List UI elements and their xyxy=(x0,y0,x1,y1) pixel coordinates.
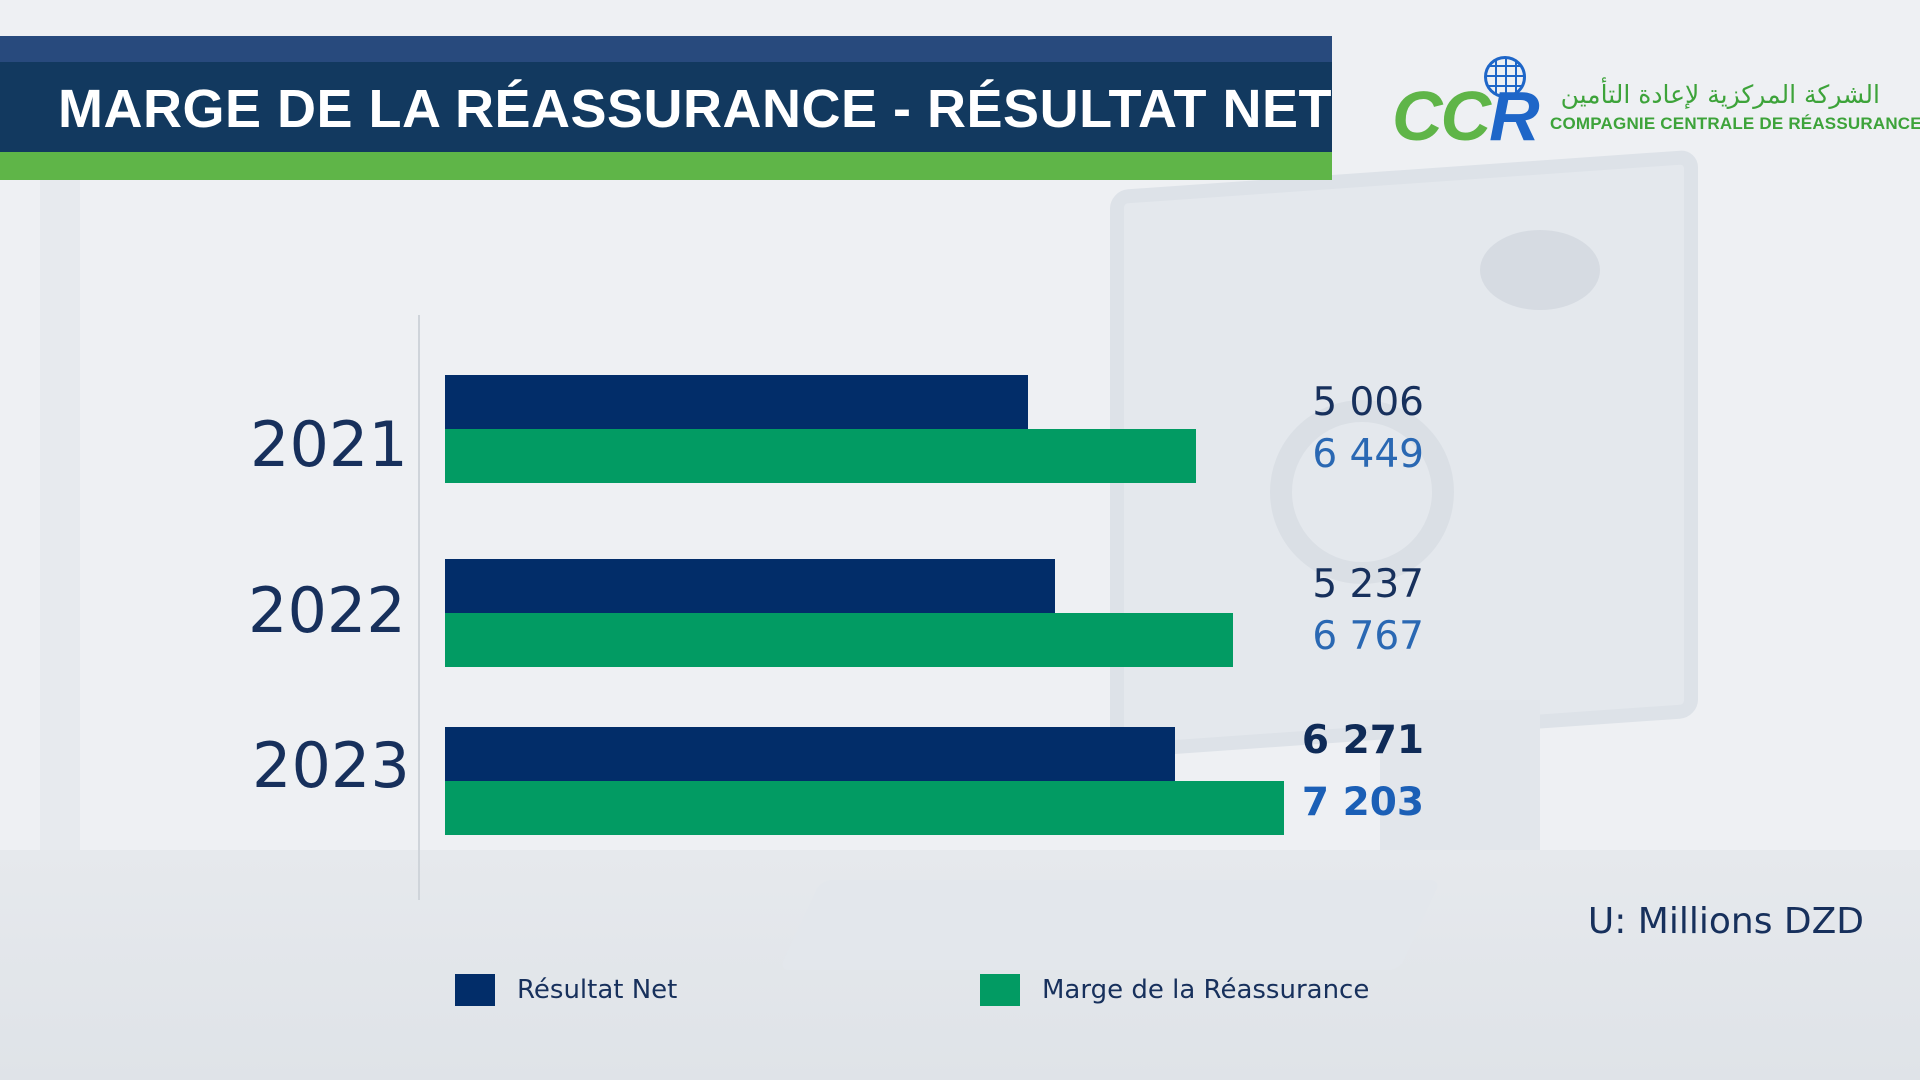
legend-label-marge: Marge de la Réassurance xyxy=(1042,975,1370,1005)
logo-company-name: COMPAGNIE CENTRALE DE RÉASSURANCE xyxy=(1550,114,1920,133)
background-shelf xyxy=(40,170,80,850)
bar-net-2022 xyxy=(445,559,1055,613)
value-label-net-2021: 5 006 xyxy=(1312,380,1424,425)
year-label-2021: 2021 xyxy=(250,408,408,481)
value-label-marge-2023: 7 203 xyxy=(1301,780,1424,825)
bar-net-2023 xyxy=(445,727,1175,781)
legend-item-resultat-net: Résultat Net xyxy=(455,973,677,1007)
legend-swatch-marge xyxy=(980,974,1020,1006)
page-title: MARGE DE LA RÉASSURANCE - RÉSULTAT NET xyxy=(58,79,1332,139)
bar-net-2021 xyxy=(445,375,1028,429)
legend-swatch-resultat-net xyxy=(455,974,495,1006)
year-label-2023: 2023 xyxy=(252,729,410,802)
legend-item-marge: Marge de la Réassurance xyxy=(980,973,1369,1007)
globe-icon xyxy=(1484,56,1526,98)
background-monitor-stand xyxy=(1380,700,1540,870)
value-label-marge-2021: 6 449 xyxy=(1312,432,1424,477)
background-screen-chart xyxy=(1480,230,1600,310)
chart-axis-line xyxy=(418,315,420,900)
value-label-net-2023: 6 271 xyxy=(1301,718,1424,763)
value-label-net-2022: 5 237 xyxy=(1312,562,1424,607)
title-banner: MARGE DE LA RÉASSURANCE - RÉSULTAT NET xyxy=(0,36,1332,180)
banner-green-band xyxy=(0,152,1332,180)
unit-label: U: Millions DZD xyxy=(1587,901,1864,942)
year-label-2022: 2022 xyxy=(248,574,406,647)
company-logo: CCR الشركة المركزية لإعادة التأمين COMPA… xyxy=(1392,56,1920,155)
background-donut xyxy=(1270,400,1454,584)
bar-marge-2023 xyxy=(445,781,1284,835)
banner-navy-band xyxy=(0,62,1332,158)
bar-marge-2021 xyxy=(445,429,1196,483)
logo-arabic-name: الشركة المركزية لإعادة التأمين xyxy=(1560,80,1880,109)
legend-label-resultat-net: Résultat Net xyxy=(517,975,678,1005)
logo-mark: CCR xyxy=(1392,77,1540,155)
value-label-marge-2022: 6 767 xyxy=(1312,614,1424,659)
banner-top-strip xyxy=(0,36,1332,62)
background-keyboard xyxy=(779,880,1441,970)
bar-marge-2022 xyxy=(445,613,1233,667)
